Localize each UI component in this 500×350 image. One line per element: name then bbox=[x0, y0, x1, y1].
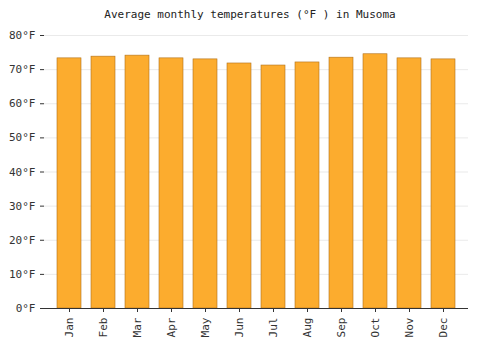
svg-text:Oct: Oct bbox=[369, 318, 382, 338]
svg-text:50°F: 50°F bbox=[9, 131, 36, 144]
html-text:Average monthly temperatures (: Average monthly temperatures (°F ) in Mu… bbox=[104, 8, 396, 21]
svg-text:Mar: Mar bbox=[131, 317, 144, 337]
svg-text:Jan: Jan bbox=[63, 318, 76, 338]
svg-text:40°F: 40°F bbox=[9, 166, 36, 179]
svg-text:Apr: Apr bbox=[165, 317, 178, 337]
svg-text:30°F: 30°F bbox=[9, 200, 36, 213]
svg-text:Sep: Sep bbox=[335, 318, 348, 338]
svg-text:10°F: 10°F bbox=[9, 268, 36, 281]
svg-text:Aug: Aug bbox=[301, 318, 314, 338]
svg-text:60°F: 60°F bbox=[9, 97, 36, 110]
svg-text:Dec: Dec bbox=[437, 318, 450, 338]
svg-text:May: May bbox=[199, 317, 212, 337]
svg-text:Jun: Jun bbox=[233, 318, 246, 338]
svg-text:Feb: Feb bbox=[97, 318, 110, 338]
svg-text:20°F: 20°F bbox=[9, 234, 36, 247]
svg-text:80°F: 80°F bbox=[9, 29, 36, 42]
svg-text:0°F: 0°F bbox=[16, 302, 36, 315]
svg-text:Jul: Jul bbox=[267, 318, 280, 338]
svg-text:Nov: Nov bbox=[403, 317, 416, 337]
svg-text:70°F: 70°F bbox=[9, 63, 36, 76]
